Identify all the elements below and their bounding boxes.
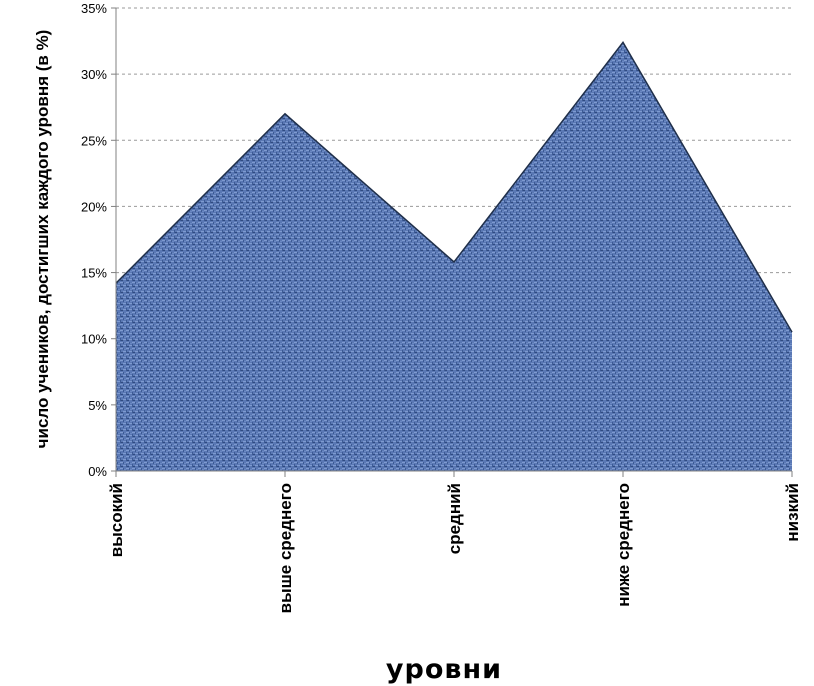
y-axis-label: число учеников, достигших каждого уровня… bbox=[33, 30, 52, 449]
y-tick-label: 5% bbox=[88, 398, 107, 413]
area-fill bbox=[116, 42, 792, 471]
x-category-label: высокий bbox=[107, 483, 126, 557]
y-tick-label: 25% bbox=[81, 133, 107, 148]
category-labels: высокий выше среднего средний ниже среднего… bbox=[107, 483, 802, 613]
area-series bbox=[115, 41, 793, 471]
x-category-label: низкий bbox=[783, 483, 802, 542]
x-category-label: выше среднего bbox=[276, 483, 295, 613]
axes bbox=[115, 8, 793, 477]
x-category-label: ниже среднего bbox=[614, 483, 633, 607]
x-axis-label: уровни bbox=[386, 654, 502, 685]
y-tick-label: 0% bbox=[88, 464, 107, 479]
x-category-label: средний bbox=[445, 483, 464, 554]
y-tick-label: 35% bbox=[81, 1, 107, 16]
y-tick-label: 30% bbox=[81, 67, 107, 82]
y-tick-label: 20% bbox=[81, 199, 107, 214]
y-tick-labels: 0% 5% 10% 15% 20% 25% 30% 35% bbox=[81, 1, 107, 479]
y-tick-label: 15% bbox=[81, 266, 107, 281]
y-tick-label: 10% bbox=[81, 332, 107, 347]
